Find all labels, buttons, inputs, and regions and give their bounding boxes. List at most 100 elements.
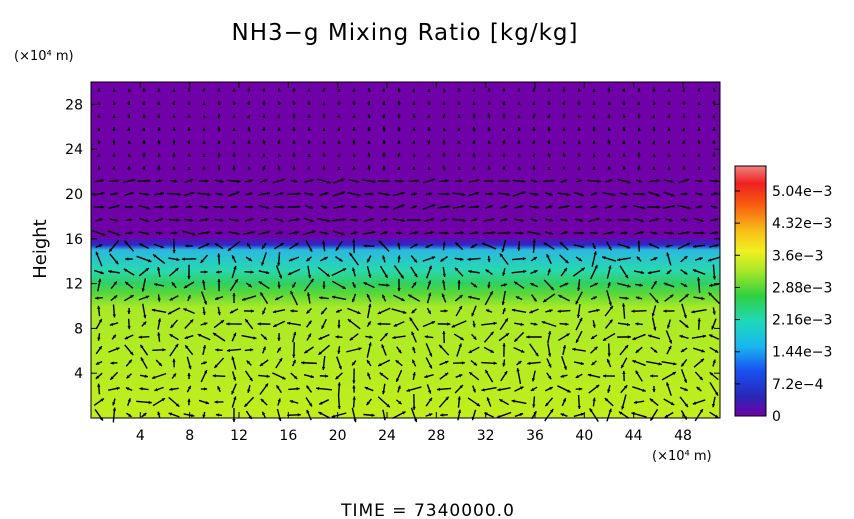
wind-vector (169, 267, 179, 277)
wind-vector (712, 139, 716, 145)
wind-vector (212, 374, 226, 378)
wind-vector (318, 334, 330, 340)
wind-vector (124, 294, 134, 302)
wind-vector (592, 242, 596, 250)
wind-vector (382, 165, 386, 171)
wind-vector (200, 361, 208, 365)
wind-vector (573, 412, 585, 418)
wind-vector (712, 307, 716, 315)
wind-vector (456, 343, 462, 357)
wind-vector (379, 372, 389, 380)
wind-vector (230, 205, 238, 209)
wind-vector (502, 113, 506, 119)
wind-vector (499, 204, 509, 210)
wind-vector (169, 387, 179, 391)
wind-vector (696, 277, 701, 293)
wind-vector (125, 359, 133, 367)
wind-vector (318, 399, 330, 405)
wind-vector (215, 192, 223, 196)
wind-vector (635, 283, 643, 287)
wind-vector (607, 281, 611, 289)
wind-vector (410, 205, 418, 209)
wind-vector (439, 231, 449, 235)
wind-vector (440, 218, 448, 222)
wind-vector (410, 407, 418, 423)
wind-vector (517, 101, 521, 105)
wind-vector (711, 114, 716, 119)
wind-vector (696, 153, 701, 157)
wind-vector (632, 204, 646, 210)
wind-vector (562, 152, 566, 158)
wind-vector (531, 370, 536, 382)
wind-vector (200, 387, 208, 391)
wind-vector (393, 204, 405, 210)
wind-vector (422, 320, 436, 328)
wind-vector (322, 127, 326, 132)
wind-vector (277, 165, 281, 171)
wind-vector (589, 282, 599, 288)
wind-vector (709, 411, 719, 419)
wind-vector (397, 242, 401, 250)
wind-vector (397, 255, 401, 263)
x-tick-label: 8 (185, 428, 194, 444)
x-tick-label: 44 (625, 428, 643, 444)
wind-vector (187, 372, 191, 380)
wind-vector (530, 269, 538, 275)
wind-vector (511, 308, 527, 314)
wind-vector (620, 205, 628, 209)
wind-vector (693, 244, 705, 249)
wind-vector (352, 368, 356, 384)
wind-vector (97, 88, 101, 92)
wind-vector (393, 321, 405, 327)
wind-vector (587, 373, 601, 379)
wind-vector (577, 100, 581, 106)
wind-vector (679, 319, 689, 329)
wind-vector (141, 278, 147, 292)
wind-vector (502, 100, 506, 106)
wind-vector (621, 153, 626, 157)
wind-vector (532, 87, 536, 93)
wind-vector (350, 218, 358, 222)
wind-vector (516, 368, 522, 384)
wind-vector (197, 230, 211, 235)
wind-vector (291, 281, 297, 289)
wind-vector (457, 153, 461, 157)
wind-vector (320, 307, 328, 315)
wind-vector (497, 387, 511, 392)
wind-vector (602, 332, 616, 342)
wind-vector (306, 333, 312, 341)
wind-vector (137, 204, 151, 210)
wind-vector (621, 303, 626, 319)
wind-vector (152, 253, 166, 265)
wind-vector (697, 127, 701, 131)
wind-vector (633, 230, 645, 235)
wind-vector (484, 192, 494, 196)
wind-vector (217, 140, 221, 144)
wind-vector (366, 398, 372, 406)
plot-frame (90, 81, 721, 419)
wind-vector (709, 346, 719, 354)
wind-vector (352, 100, 356, 106)
wind-vector (215, 270, 223, 274)
wind-vector (592, 153, 597, 158)
wind-vector (112, 139, 116, 145)
wind-vector (351, 267, 356, 277)
wind-vector (231, 332, 237, 342)
wind-vector (227, 179, 241, 184)
wind-vector (468, 295, 480, 301)
wind-vector (517, 153, 521, 157)
wind-vector (681, 127, 686, 132)
wind-vector (437, 204, 451, 209)
wind-vector (136, 400, 152, 405)
wind-vector (291, 359, 297, 367)
wind-vector (257, 322, 271, 326)
wind-vector (367, 113, 371, 119)
wind-vector (511, 399, 527, 405)
wind-vector (303, 278, 315, 292)
wind-vector (514, 231, 524, 235)
wind-vector (696, 386, 702, 392)
wind-vector (366, 293, 372, 303)
wind-vector (157, 165, 161, 171)
wind-vector (452, 204, 466, 209)
wind-vector (277, 88, 281, 92)
